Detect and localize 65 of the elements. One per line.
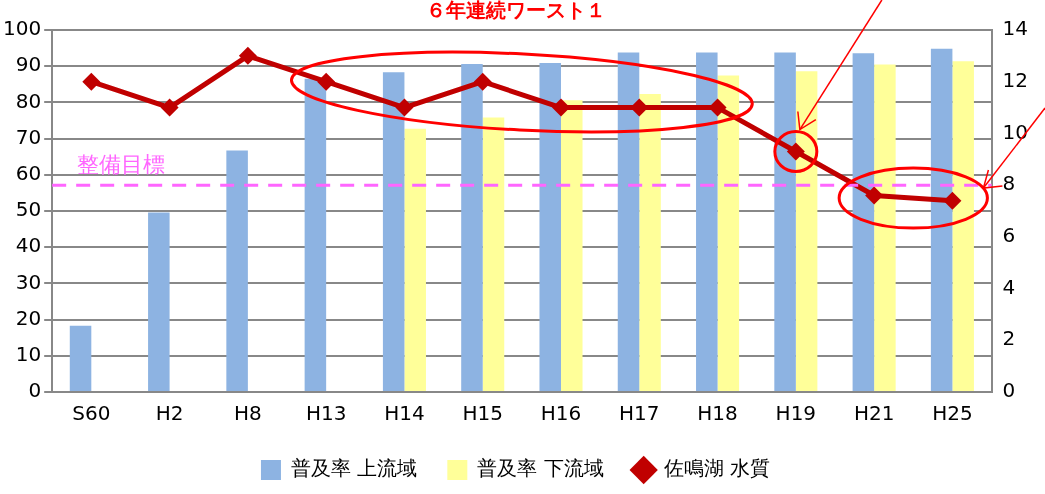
y2-tick-label: 4 — [1002, 274, 1016, 299]
bar — [617, 52, 640, 391]
bar — [148, 212, 170, 391]
bar — [404, 128, 426, 391]
y-tick-label: 30 — [15, 269, 42, 294]
bar — [874, 64, 896, 391]
bar — [795, 71, 818, 391]
bar — [304, 78, 327, 391]
bar — [482, 117, 505, 391]
bar — [639, 94, 661, 391]
legend-label: 普及率 下流域 — [477, 456, 604, 481]
bar — [717, 75, 740, 391]
y-tick-label: 40 — [15, 233, 42, 258]
point — [943, 191, 962, 210]
x-tick-label: H21 — [853, 401, 895, 426]
y-tick-label: 100 — [2, 16, 42, 41]
y-tick-label: 10 — [15, 342, 42, 366]
x-tick-label: H13 — [305, 401, 347, 426]
point — [82, 72, 101, 91]
bar — [461, 64, 483, 391]
y2-tick-label: 8 — [1002, 171, 1016, 196]
point — [552, 98, 570, 117]
point — [473, 72, 492, 91]
x-tick-label: H16 — [540, 401, 582, 426]
y-tick-label: 80 — [15, 88, 42, 113]
ref-line-label: 整備目標 — [77, 151, 166, 177]
bar — [561, 100, 583, 391]
point — [865, 186, 884, 205]
bar — [696, 52, 718, 391]
y2-tick-label: 6 — [1002, 223, 1016, 248]
point — [317, 72, 336, 91]
y-tick-label: 90 — [15, 52, 42, 77]
y2-tick-label: 14 — [1002, 16, 1028, 41]
x-tick-label: H18 — [697, 401, 738, 426]
bar — [382, 72, 405, 391]
bar — [774, 52, 796, 391]
x-tick-label: H15 — [462, 401, 503, 426]
point — [238, 46, 257, 65]
bar — [539, 62, 561, 391]
y-tick-label: 50 — [15, 197, 42, 222]
legend-label: 普及率 上流域 — [290, 456, 418, 481]
x-tick-label: H14 — [384, 401, 425, 426]
y2-tick-label: 12 — [1002, 67, 1028, 92]
chart-title: ６年連続ワースト１ — [425, 0, 606, 23]
x-tick-label: H19 — [775, 401, 817, 426]
y-tick-label: 20 — [15, 305, 42, 330]
x-tick-label: H2 — [155, 401, 184, 426]
x-tick-label: H8 — [233, 401, 262, 426]
bar — [952, 61, 974, 391]
x-tick-label: H17 — [619, 401, 660, 426]
y-tick-label: 60 — [15, 161, 42, 185]
y2-tick-label: 0 — [1002, 378, 1016, 403]
point — [395, 98, 414, 117]
legend-label: 佐鳴湖 水質 — [663, 456, 771, 481]
y-tick-label: 70 — [15, 124, 42, 149]
x-tick-label: S60 — [72, 401, 111, 426]
point — [160, 98, 179, 117]
y2-tick-label: 2 — [1002, 326, 1016, 351]
y2-tick-label: 10 — [1002, 119, 1028, 144]
bar — [226, 150, 248, 391]
bar — [69, 325, 92, 391]
bar — [852, 53, 875, 391]
x-tick-label: H25 — [932, 401, 973, 426]
y-tick-label: 0 — [28, 378, 42, 403]
bar — [930, 48, 953, 391]
